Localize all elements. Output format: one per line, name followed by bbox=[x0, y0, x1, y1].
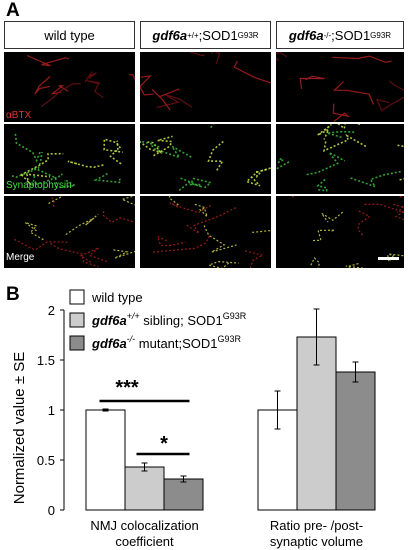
scale-bar bbox=[378, 257, 399, 260]
micrograph-r2-c1 bbox=[4, 124, 135, 194]
panel-b-letter: B bbox=[6, 284, 20, 305]
micrograph-r2-c3 bbox=[276, 124, 404, 194]
column-suffix: ;SOD1 bbox=[331, 27, 371, 43]
y-ticks: 0 0.5 1 1.5 2 bbox=[37, 303, 64, 518]
bar bbox=[296, 336, 337, 511]
panel-a-letter: A bbox=[6, 0, 20, 21]
bars bbox=[85, 308, 376, 511]
x-category-label: NMJ colocalization bbox=[90, 518, 198, 533]
row-label-abtx: αBTX bbox=[6, 110, 32, 121]
micrograph-r3-c1 bbox=[4, 196, 135, 268]
row-label-synaptophysin: Synaptophysin bbox=[6, 180, 72, 191]
significance-stars: *** bbox=[115, 377, 139, 399]
y-tick-label: 1 bbox=[48, 403, 55, 418]
legend-entry: wild type bbox=[91, 290, 143, 305]
x-category-label: synaptic volume bbox=[270, 534, 363, 549]
micrograph-r1-c1 bbox=[4, 52, 135, 122]
significance-marks: **** bbox=[99, 377, 190, 456]
gene-name: gdf6a bbox=[152, 27, 188, 43]
legend-entry: gdf6a+/+ sibling; SOD1G93R bbox=[91, 311, 247, 328]
legend-swatch bbox=[69, 312, 85, 328]
mutation-sup: G93R bbox=[237, 30, 259, 40]
micrograph-r1-c2 bbox=[140, 52, 271, 122]
mutation-sup: G93R bbox=[370, 30, 392, 40]
column-header-label: wild type bbox=[44, 27, 95, 43]
row-label-merge: Merge bbox=[6, 252, 35, 263]
legend-swatch bbox=[69, 289, 85, 305]
x-category-label: coefficient bbox=[115, 534, 174, 549]
micrograph-r3-c2 bbox=[140, 196, 271, 268]
gene-name: gdf6a bbox=[288, 27, 324, 43]
y-tick-label: 0.5 bbox=[37, 453, 55, 468]
legend: wild type gdf6a+/+ sibling; SOD1G93R gdf6a… bbox=[69, 289, 247, 351]
legend-swatch bbox=[69, 335, 85, 351]
y-tick-label: 1.5 bbox=[37, 353, 55, 368]
significance-star: * bbox=[160, 433, 168, 455]
column-header-gdf6a-mut-sod1: gdf6a -/- ;SOD1 G93R bbox=[276, 21, 404, 49]
micrograph-r2-c2 bbox=[140, 124, 271, 194]
bar bbox=[124, 466, 165, 511]
y-tick-label: 0 bbox=[48, 503, 55, 518]
y-axis-label: Normalized value ± SE bbox=[11, 352, 28, 504]
genotype-sup: +/+ bbox=[187, 30, 199, 40]
bar bbox=[85, 409, 126, 511]
micrograph-r1-c3 bbox=[276, 52, 404, 122]
y-tick-label: 2 bbox=[48, 303, 55, 318]
genotype-sup: -/- bbox=[323, 30, 332, 40]
legend-entry: gdf6a-/- mutant;SOD1G93R bbox=[91, 334, 242, 351]
column-header-wild-type: wild type bbox=[4, 21, 135, 49]
bar bbox=[335, 371, 376, 511]
bar bbox=[163, 478, 204, 511]
x-category-label: Ratio pre- /post- bbox=[270, 518, 363, 533]
column-header-gdf6a-wt-sod1: gdf6a +/+ ;SOD1 G93R bbox=[140, 21, 271, 49]
bar-chart: Normalized value ± SE 00.511.52 **** NMJ… bbox=[11, 289, 376, 549]
column-suffix: ;SOD1 bbox=[198, 27, 238, 43]
micrograph-r3-c3 bbox=[276, 196, 404, 268]
